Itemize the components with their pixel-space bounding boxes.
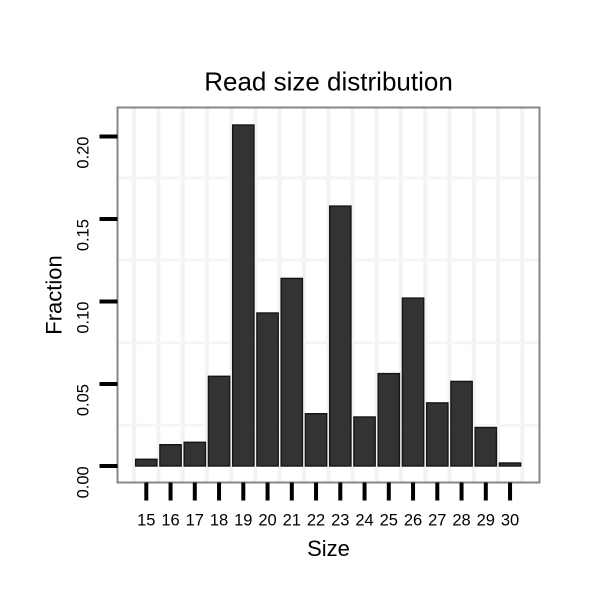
svg-text:22: 22	[307, 512, 325, 530]
svg-text:16: 16	[161, 512, 179, 530]
svg-text:19: 19	[234, 512, 252, 530]
svg-text:26: 26	[404, 512, 422, 530]
svg-text:15: 15	[137, 512, 155, 530]
svg-text:18: 18	[210, 512, 228, 530]
svg-text:29: 29	[477, 512, 495, 530]
svg-text:20: 20	[258, 512, 276, 530]
svg-text:27: 27	[428, 512, 446, 530]
svg-text:23: 23	[331, 512, 349, 530]
svg-text:Fraction: Fraction	[42, 255, 67, 334]
svg-text:Size: Size	[307, 536, 350, 561]
svg-text:Read size distribution: Read size distribution	[204, 67, 453, 97]
svg-text:0.20: 0.20	[74, 137, 92, 169]
svg-text:28: 28	[452, 512, 470, 530]
svg-text:0.05: 0.05	[74, 384, 92, 416]
svg-text:25: 25	[380, 512, 398, 530]
svg-text:0.00: 0.00	[74, 466, 92, 498]
svg-text:0.15: 0.15	[74, 219, 92, 251]
svg-text:30: 30	[501, 512, 519, 530]
svg-text:0.10: 0.10	[74, 302, 92, 334]
svg-text:21: 21	[283, 512, 301, 530]
svg-text:17: 17	[186, 512, 204, 530]
svg-text:24: 24	[355, 512, 373, 530]
